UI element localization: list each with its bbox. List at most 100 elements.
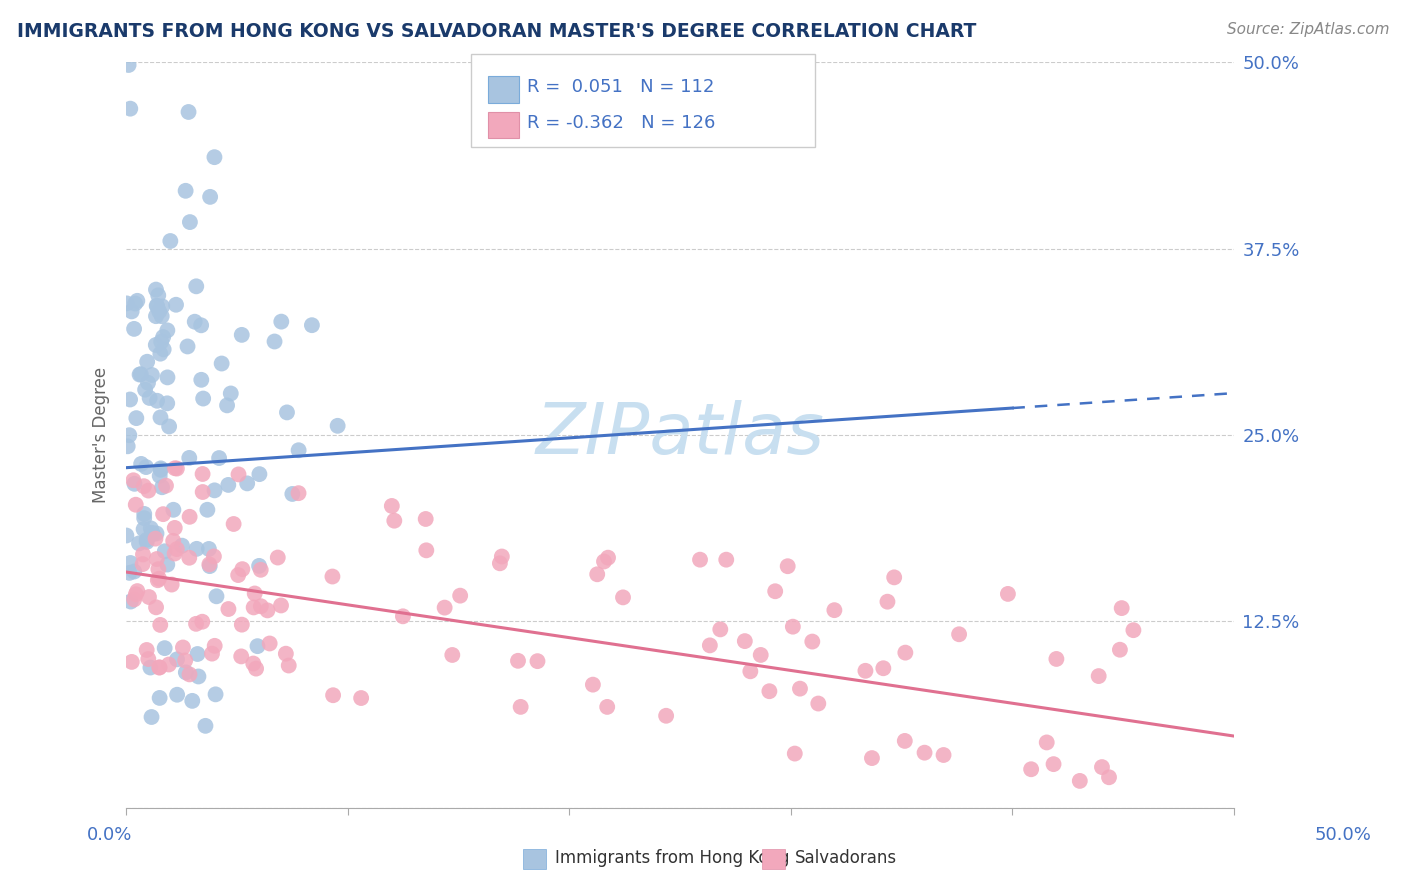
Point	[148, 660, 170, 674]
Point	[163, 521, 186, 535]
Point	[149, 690, 172, 705]
Point	[689, 552, 711, 566]
Point	[823, 603, 845, 617]
Point	[135, 533, 157, 547]
Point	[149, 618, 172, 632]
Point	[153, 641, 176, 656]
Point	[149, 346, 172, 360]
Point	[883, 570, 905, 584]
Point	[145, 532, 167, 546]
Point	[1111, 601, 1133, 615]
Point	[1019, 762, 1042, 776]
Point	[156, 396, 179, 410]
Point	[270, 599, 292, 613]
Point	[274, 647, 297, 661]
Point	[1045, 652, 1067, 666]
Point	[148, 572, 170, 586]
Point	[159, 234, 181, 248]
Point	[120, 594, 142, 608]
Point	[145, 600, 167, 615]
Point	[208, 451, 231, 466]
Point	[179, 450, 201, 465]
Point	[141, 525, 163, 540]
Point	[932, 747, 955, 762]
Point	[145, 283, 167, 297]
Point	[249, 563, 271, 577]
Point	[855, 664, 877, 678]
Point	[136, 376, 159, 390]
Point	[491, 549, 513, 564]
Point	[157, 657, 180, 672]
Point	[236, 476, 259, 491]
Point	[191, 485, 214, 500]
Point	[198, 559, 221, 574]
Point	[259, 636, 281, 650]
Point	[181, 694, 204, 708]
Point	[127, 293, 149, 308]
Point	[245, 662, 267, 676]
Point	[1122, 623, 1144, 637]
Point	[141, 710, 163, 724]
Point	[124, 476, 146, 491]
Point	[184, 315, 207, 329]
Point	[179, 667, 201, 681]
Point	[287, 443, 309, 458]
Point	[166, 688, 188, 702]
Point	[138, 483, 160, 498]
Point	[141, 368, 163, 382]
Point	[326, 418, 349, 433]
Text: R = -0.362   N = 126: R = -0.362 N = 126	[527, 114, 716, 132]
Point	[139, 521, 162, 535]
Point	[125, 587, 148, 601]
Point	[118, 566, 141, 580]
Point	[127, 584, 149, 599]
Point	[526, 654, 548, 668]
Point	[179, 550, 201, 565]
Text: IMMIGRANTS FROM HONG KONG VS SALVADORAN MASTER'S DEGREE CORRELATION CHART: IMMIGRANTS FROM HONG KONG VS SALVADORAN …	[17, 22, 976, 41]
Point	[120, 392, 142, 407]
Point	[128, 536, 150, 550]
Point	[163, 461, 186, 475]
Point	[716, 552, 738, 566]
Point	[174, 653, 197, 667]
Point	[997, 587, 1019, 601]
Point	[156, 558, 179, 572]
Point	[191, 467, 214, 481]
Point	[172, 640, 194, 655]
Point	[162, 503, 184, 517]
Point	[131, 557, 153, 571]
Point	[162, 533, 184, 548]
Point	[177, 105, 200, 120]
Point	[1042, 757, 1064, 772]
Point	[124, 296, 146, 310]
Point	[117, 58, 139, 72]
Point	[148, 304, 170, 318]
Point	[122, 565, 145, 579]
Point	[204, 687, 226, 701]
Point	[115, 296, 138, 310]
Point	[149, 468, 172, 483]
Point	[136, 355, 159, 369]
Point	[145, 299, 167, 313]
Point	[187, 669, 209, 683]
Point	[121, 304, 143, 318]
Point	[160, 577, 183, 591]
Point	[186, 541, 208, 556]
Point	[145, 526, 167, 541]
Point	[1069, 773, 1091, 788]
Point	[125, 498, 148, 512]
Point	[276, 405, 298, 419]
Point	[782, 620, 804, 634]
Point	[150, 300, 173, 314]
Point	[433, 600, 456, 615]
Point	[287, 486, 309, 500]
Point	[596, 550, 619, 565]
Point	[243, 586, 266, 600]
Point	[174, 184, 197, 198]
Point	[382, 514, 405, 528]
Point	[204, 483, 226, 498]
Point	[322, 688, 344, 702]
Point	[222, 516, 245, 531]
Point	[146, 552, 169, 566]
Point	[128, 368, 150, 382]
